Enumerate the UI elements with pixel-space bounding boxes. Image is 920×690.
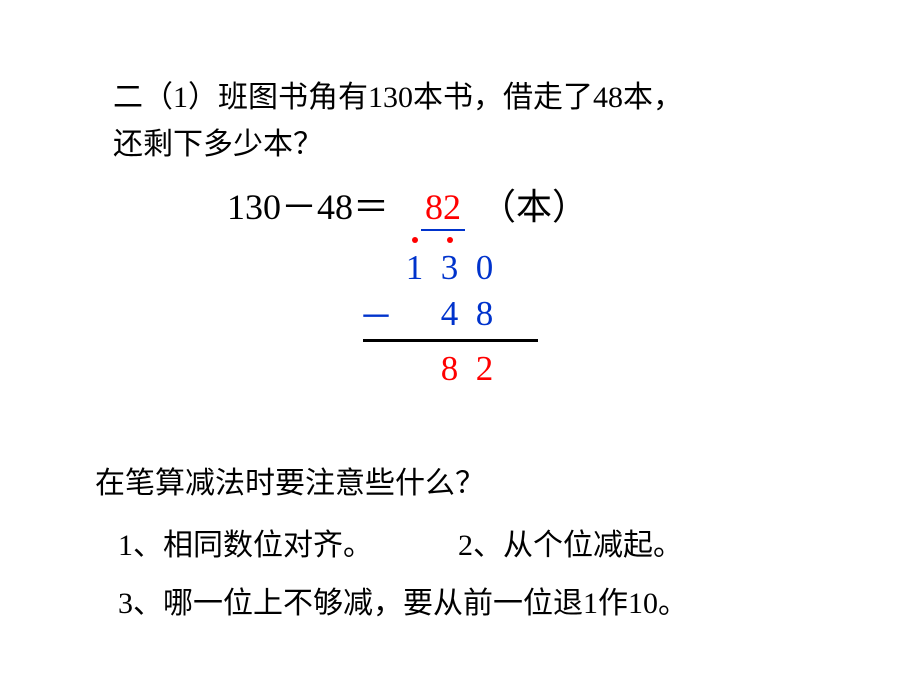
- result-d3: 2: [467, 349, 502, 389]
- subtrahend-d2: 4: [432, 294, 467, 334]
- problem-line1: 二（1）班图书角有130本书，借走了48本，: [113, 81, 683, 114]
- rule-2: 2、从个位减起。: [458, 520, 683, 564]
- minuend-d3: 0: [467, 248, 502, 288]
- problem-text: 二（1）班图书角有130本书，借走了48本， 还剩下多少本？: [113, 75, 763, 168]
- borrow-dot-1: [412, 237, 418, 243]
- equation-answer: 82: [421, 186, 465, 231]
- minuend-d1: 1: [397, 248, 432, 288]
- problem-line2: 还剩下多少本？: [113, 128, 323, 161]
- rule-1: 1、相同数位对齐。: [118, 520, 373, 564]
- subtrahend-d3: 8: [467, 294, 502, 334]
- result-d2: 8: [432, 349, 467, 389]
- borrow-dot-2: [447, 237, 453, 243]
- minuend-row: 1 3 0: [355, 245, 538, 291]
- equation-unit: （本）: [480, 187, 588, 227]
- minus-sign: －: [355, 289, 397, 340]
- vertical-subtraction: 1 3 0 － 4 8 8 2: [355, 245, 538, 392]
- slide: 二（1）班图书角有130本书，借走了48本， 还剩下多少本？ 130－48＝ 8…: [0, 0, 920, 690]
- rule-3: 3、哪一位上不够减，要从前一位退1作10。: [118, 578, 688, 622]
- result-row: 8 2: [355, 346, 538, 392]
- minuend-d2: 3: [432, 248, 467, 288]
- equation-lhs: 130－48＝: [227, 187, 389, 227]
- subtrahend-row: － 4 8: [355, 291, 538, 337]
- equation: 130－48＝ 82 （本）: [227, 178, 588, 231]
- question-text: 在笔算减法时要注意些什么？: [95, 458, 485, 502]
